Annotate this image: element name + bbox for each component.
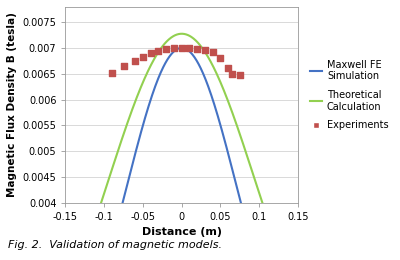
Point <box>171 46 177 50</box>
Point <box>186 46 193 50</box>
Point <box>229 72 235 76</box>
Point <box>163 47 169 51</box>
Point <box>109 71 115 75</box>
Point <box>202 48 208 52</box>
Point <box>178 46 185 50</box>
X-axis label: Distance (m): Distance (m) <box>142 228 222 237</box>
Y-axis label: Magnetic Flux Density B (tesla): Magnetic Flux Density B (tesla) <box>7 12 17 197</box>
Point <box>194 47 200 51</box>
Point <box>132 59 138 63</box>
Point <box>140 55 146 60</box>
Legend: Maxwell FE
Simulation, Theoretical
Calculation, Experiments: Maxwell FE Simulation, Theoretical Calcu… <box>308 57 392 133</box>
Point <box>148 51 154 55</box>
Point <box>225 66 232 70</box>
Point <box>210 50 216 54</box>
Point <box>120 64 127 68</box>
Point <box>155 49 162 53</box>
Text: Fig. 2.  Validation of magnetic models.: Fig. 2. Validation of magnetic models. <box>8 240 222 250</box>
Point <box>217 56 224 61</box>
Point <box>237 73 243 77</box>
